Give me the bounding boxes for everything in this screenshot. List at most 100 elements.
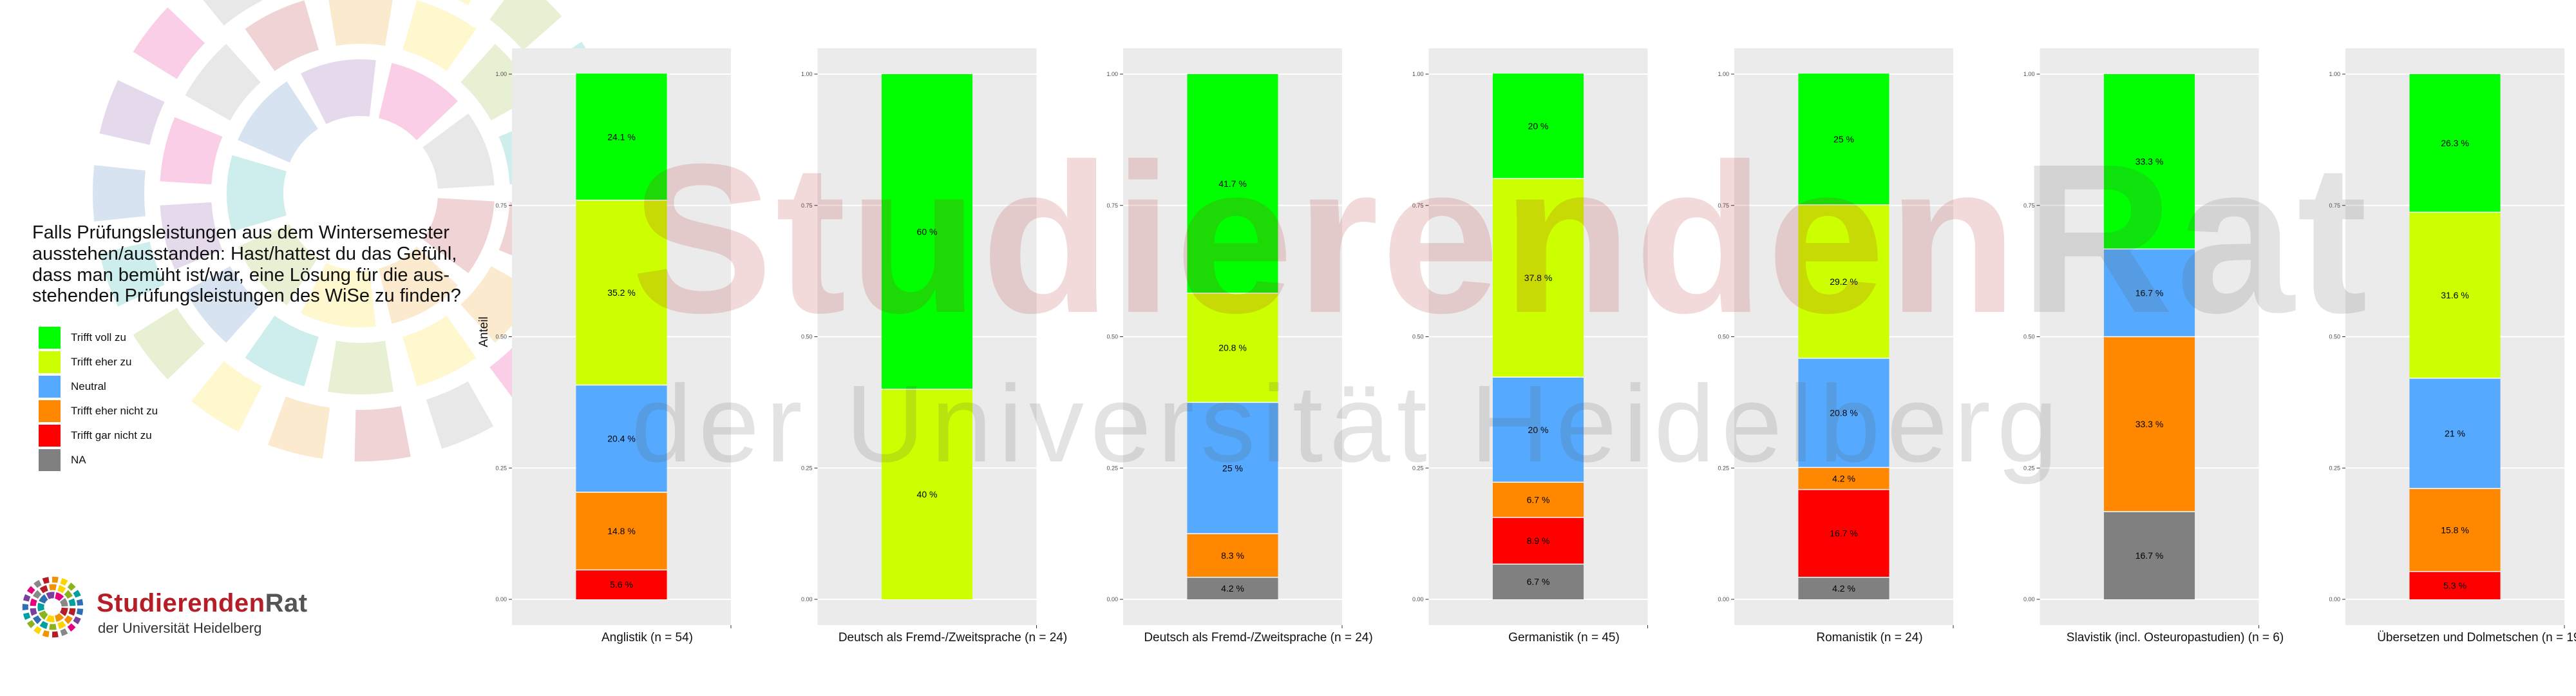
y-tick-label: 0.50 [2023, 334, 2035, 340]
bar-value-label: 25 % [1833, 134, 1854, 144]
question-title-line: stehenden Prüfungsleistungen des WiSe zu… [32, 285, 461, 307]
bar-value-label: 41.7 % [1218, 179, 1247, 189]
bar-segment [2103, 249, 2195, 337]
logo-ring-segment [37, 603, 44, 612]
bar-segment [2103, 511, 2195, 599]
bar-segment [1492, 179, 1584, 378]
legend-label: NA [71, 454, 86, 466]
logo-ring-segment [64, 615, 73, 624]
logo-ring-segment [203, 0, 262, 26]
logo-ring-segment [402, 0, 477, 72]
legend-key [39, 425, 61, 447]
logo-ring-segment [76, 608, 84, 615]
logo-ring-segment [185, 44, 261, 121]
y-tick-label: 0.25 [801, 465, 813, 471]
bar-segment [881, 389, 973, 599]
x-axis-label: Slavistik (incl. Osteuropastudien) (n = … [2067, 631, 2284, 644]
logo-ring-segment [99, 80, 165, 145]
logo-ring-segment [99, 242, 165, 307]
bar-value-label: 5.3 % [2443, 580, 2467, 590]
logo-ring-segment [39, 621, 48, 630]
x-axis-label: Deutsch als Fremd-/Zweitsprache (n = 24) [838, 631, 1067, 644]
y-tick-label: 0.00 [1106, 596, 1118, 603]
chart-panel: 0.00 0.25 0.50 0.75 1.00 4.2 % 16.7 % 4.2 % 20.8… [1718, 48, 1954, 644]
logo-ring-segment [160, 117, 223, 185]
bar-value-label: 8.9 % [1527, 536, 1550, 546]
y-tick-label: 0.00 [2329, 596, 2340, 603]
bar-value-label: 20.8 % [1830, 408, 1858, 418]
legend-key [39, 351, 61, 373]
bar-segment [576, 200, 667, 385]
logo-ring-segment [67, 583, 76, 591]
logo-subtitle: der Universität Heidelberg [98, 620, 262, 636]
logo-ring-segment [42, 577, 50, 585]
logo-ring-segment [426, 381, 494, 449]
logo-ring-segment [49, 584, 57, 590]
logo-ring-segment [133, 7, 205, 79]
bar-segment [576, 570, 667, 599]
bar-value-label: 20.8 % [1218, 343, 1247, 353]
bar-value-label: 20 % [1528, 425, 1549, 435]
logo-ring-segment [245, 0, 319, 72]
bar-value-label: 60 % [917, 227, 938, 237]
x-axis-label: Anglistik (n = 54) [601, 631, 693, 644]
logo-ring-segment [30, 598, 37, 606]
question-title-line: dass man bemüht ist/war, eine Lösung für… [32, 264, 450, 285]
logo-ring-segment [67, 623, 76, 632]
bar-segment [1492, 482, 1584, 517]
legend-label: Trifft voll zu [71, 331, 126, 343]
bar-segment [1492, 564, 1584, 599]
bar-value-label: 37.8 % [1524, 273, 1553, 283]
question-title-line: Falls Prüfungsleistungen aus dem Winters… [32, 222, 450, 243]
bar-segment [1798, 358, 1889, 468]
chart-panel: 0.00 0.25 0.50 0.75 1.00 5.6 % 14.8 % 20.4 % 35.… [495, 48, 732, 644]
logo-ring-segment [76, 599, 84, 606]
logo-ring-segment [73, 590, 81, 598]
logo-ring-segment [52, 576, 59, 583]
y-tick-label: 0.50 [2329, 334, 2340, 340]
logo-brand-part2: Rat [265, 589, 308, 617]
chart-panel: 0.00 0.25 0.50 0.75 1.00 4.2 % 8.3 % 25 % 20.8 %… [1106, 48, 1373, 644]
logo-ring-segment [57, 585, 66, 594]
logo-ring-segment [57, 621, 66, 630]
question-title-line: ausstehen/ausstanden: Hast/hattest du da… [32, 243, 457, 264]
x-axis-label: Übersetzen und Dolmetschen (n = 19) [2377, 631, 2576, 644]
y-tick-label: 0.25 [495, 465, 507, 471]
bar-value-label: 14.8 % [607, 526, 636, 536]
logo-ring-segment [52, 631, 59, 638]
bar-value-label: 4.2 % [1832, 474, 1855, 484]
logo-ring-segment [268, 396, 330, 459]
logo-ring-segment [68, 608, 76, 616]
bar-segment [1492, 517, 1584, 565]
logo-ring-segment [33, 590, 42, 599]
y-tick-label: 0.75 [495, 202, 507, 209]
legend-item: Trifft gar nicht zu [39, 423, 158, 448]
bar-segment [1187, 577, 1278, 599]
logo-ring-segment [39, 585, 48, 594]
y-tick-label: 1.00 [495, 71, 507, 77]
bar-value-label: 35.2 % [607, 287, 636, 298]
y-tick-label: 0.75 [1412, 202, 1424, 209]
legend-item: Neutral [39, 374, 158, 399]
legend-key [39, 400, 61, 422]
logo-ring-segment [422, 198, 495, 273]
y-tick-label: 0.25 [1106, 465, 1118, 471]
bar-segment [881, 74, 973, 389]
bar-value-label: 31.6 % [2441, 290, 2469, 300]
y-tick-label: 0.50 [495, 334, 507, 340]
bar-value-label: 4.2 % [1221, 583, 1244, 594]
logo-ring-segment [378, 246, 459, 324]
legend-label: Trifft eher zu [71, 356, 132, 368]
y-tick-label: 0.50 [1718, 334, 1729, 340]
bar-segment [1492, 377, 1584, 483]
bar-segment [2103, 336, 2195, 512]
logo-ring-segment [458, 0, 471, 6]
bar-value-label: 16.7 % [2136, 287, 2164, 298]
logo-ring-segment [60, 577, 68, 586]
bar-segment [1798, 577, 1889, 599]
bar-value-label: 6.7 % [1527, 495, 1550, 505]
logo-ring-segment [489, 0, 562, 51]
bar-value-label: 5.6 % [610, 579, 633, 590]
logo-ring-segment [245, 315, 319, 387]
logo-ring-segment [68, 598, 76, 606]
